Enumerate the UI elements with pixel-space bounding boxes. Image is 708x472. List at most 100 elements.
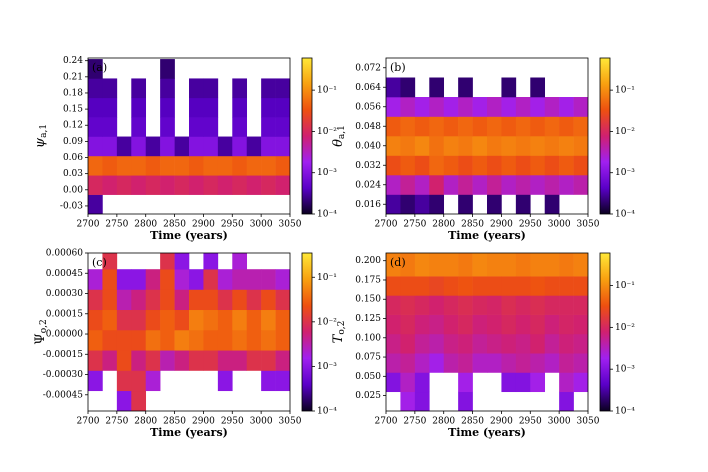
cell [102,329,118,351]
cell [429,136,445,156]
cell [131,289,147,311]
cell [487,253,502,277]
x-tick-label: 2900 [192,417,215,427]
cell [515,97,531,117]
x-tick-label: 3050 [279,220,302,230]
cell [443,136,459,156]
cell [189,329,204,351]
cell [501,116,517,137]
cell [544,155,560,176]
cell [443,155,459,176]
cell [530,314,546,335]
x-tick-label: 2800 [134,220,157,230]
cell [414,136,430,156]
cell [530,77,546,98]
cell [573,295,588,315]
colorbar [301,57,313,215]
y-axis-label: θa,1 [331,125,347,147]
cell [275,350,290,371]
x-tick-label: 2700 [375,417,398,427]
cell [573,175,588,195]
cell [544,175,560,195]
colorbar-tick-label: 10⁻³ [615,168,635,178]
cell [400,353,416,373]
cell [515,136,531,156]
cell [559,136,574,156]
cell [88,175,103,195]
x-tick-label: 3000 [548,417,571,427]
colorbar-tick-label: 10⁻³ [317,168,337,178]
x-tick-label: 2900 [490,220,513,230]
y-tick-label: 0.06 [63,153,83,163]
cell [160,175,175,195]
cell [88,117,103,137]
cell [203,253,219,270]
cell [160,155,175,176]
cell [400,77,416,98]
cell [472,155,488,176]
cell [386,295,401,315]
cell [443,295,459,315]
x-tick-label: 2950 [221,417,244,427]
y-tick-label: 0.00060 [46,249,83,259]
cell [261,370,276,392]
x-tick-label: 2800 [432,220,455,230]
cell [232,329,248,351]
cell [530,295,546,315]
cell [515,194,531,214]
y-tick-label: 0.048 [355,122,381,132]
cell [559,116,574,137]
cell [174,309,190,331]
cell [400,175,416,195]
cell [487,194,502,214]
cell [487,136,502,156]
cell [102,117,118,137]
cell [203,78,219,99]
x-tick-label: 2700 [77,417,100,427]
cell [559,175,574,195]
colorbar-tick-label: 10⁻¹ [615,281,635,291]
cell [515,253,531,277]
y-tick-label: 0.15 [63,105,83,115]
cell [414,353,430,373]
y-tick-label: 0.12 [63,121,83,131]
cell [458,295,473,315]
cell [232,155,248,176]
cell [102,78,118,99]
y-label-symbol: T [331,333,346,343]
x-tick-label: 2750 [403,220,426,230]
cell [116,329,132,351]
y-tick-label: 0.00045 [46,269,83,279]
cell [386,155,401,176]
cell [232,253,248,270]
cell [544,253,560,277]
cell [189,78,204,99]
cell [400,194,416,214]
cell [429,253,445,277]
cell [102,253,118,270]
colorbar [301,252,313,412]
cell [189,269,204,290]
cell [386,194,401,214]
cell [88,289,103,311]
colorbar-tick-label: 10⁻² [317,317,337,327]
y-tick-label: 0.175 [355,275,381,285]
cell [400,276,416,296]
cell [458,116,473,137]
cell [544,276,560,296]
cell [559,372,574,393]
cell [414,194,430,214]
cell [501,97,517,117]
colorbar [599,252,611,412]
cell [458,253,473,277]
y-tick-label: 0.075 [355,353,381,363]
y-label-symbol: Ψ [33,333,48,344]
cell [189,350,204,371]
cell [487,295,502,315]
cell [400,136,416,156]
cell [131,117,147,137]
cell [275,136,290,157]
x-tick-label: 3000 [548,220,571,230]
cell [386,276,401,296]
y-tick-label: 0.064 [355,83,381,93]
